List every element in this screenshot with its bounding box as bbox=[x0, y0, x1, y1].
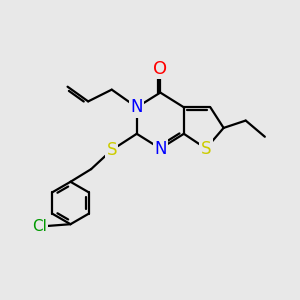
Text: S: S bbox=[201, 140, 211, 158]
Text: N: N bbox=[154, 140, 167, 158]
Text: O: O bbox=[153, 60, 167, 78]
Text: Cl: Cl bbox=[32, 219, 47, 234]
Text: S: S bbox=[106, 141, 117, 159]
Text: N: N bbox=[130, 98, 143, 116]
